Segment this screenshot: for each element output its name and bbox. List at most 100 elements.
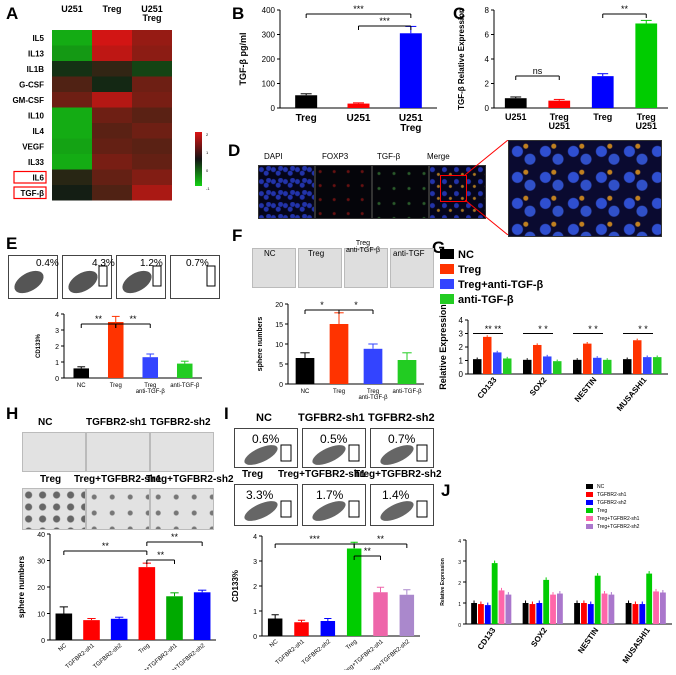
h-image-treg — [22, 488, 86, 530]
h-label-sh1: TGFBR2-sh1 — [86, 417, 147, 428]
legend-label-3: anti-TGF-β — [458, 294, 514, 306]
heatmap-scale-tick: 0 — [206, 168, 209, 173]
y-tick-label: 8 — [485, 6, 490, 15]
bar-5 — [399, 594, 415, 636]
h-image-nc — [22, 432, 86, 472]
y-tick-label: 20 — [37, 585, 45, 592]
i-label-nc: NC — [256, 412, 272, 424]
y-tick-label: 40 — [37, 532, 45, 539]
category-label-0: U251 — [505, 112, 527, 122]
heatmap-col-label-0: U251 — [61, 4, 83, 14]
y-axis-label: Relative Expression — [438, 304, 448, 390]
i-flow-treg-sh2 — [370, 484, 434, 526]
d-label-foxp3: FOXP3 — [322, 152, 349, 161]
h-image-sh1 — [86, 432, 150, 472]
legend-label-3: Treg — [597, 508, 607, 514]
bar-treg — [533, 344, 542, 374]
sig-label-0: *** — [309, 534, 320, 544]
chart-e-panel: 0 1 2 3 4 CD133% NC Treg Treg anti-TGF-β anti-TGF-… — [30, 308, 210, 400]
y-tick-label: 0 — [271, 104, 276, 113]
bar-tgfbr2-sh2 — [536, 603, 543, 624]
y-tick-label: 10 — [275, 342, 283, 349]
heatmap-row-label-0: IL5 — [32, 34, 44, 43]
y-tick-label: 5 — [279, 362, 283, 369]
d-zoom-box — [440, 175, 467, 202]
bar-tgfbr2-sh1 — [581, 603, 587, 624]
bar-2 — [591, 76, 614, 108]
sig-label-0: *** — [353, 4, 364, 14]
heatmap-cell — [52, 154, 92, 170]
panel-label-i: I — [224, 404, 229, 423]
panel-label-e: E — [6, 234, 18, 253]
bar-0 — [295, 358, 315, 384]
heatmap-cell — [92, 76, 132, 92]
heatmap-cell — [52, 92, 92, 108]
heatmap-cell — [92, 169, 132, 185]
flow-i-panel: NC TGFBR2-sh1 TGFBR2-sh2 0.6% 0.5% 0.7% … — [226, 412, 446, 530]
bar-treg-tgfbr2-sh1 — [653, 591, 659, 624]
bar-treg-tgfbr2-sh2 — [505, 594, 512, 624]
heatmap-row-label-9: IL6 — [32, 173, 44, 182]
chart-f-panel: 0 5 10 15 20 sphere numbers NC Treg Treg anti-TGF… — [252, 296, 432, 406]
bar-1 — [347, 103, 370, 108]
y-tick-label: 20 — [275, 302, 283, 309]
bar-tgfbr2-sh2 — [639, 604, 646, 624]
sig-label-2: * * — [588, 324, 598, 334]
f-image-nc — [252, 248, 296, 288]
i-label-treg-sh2: Treg+TGFBR2-sh2 — [354, 469, 442, 480]
bar-treg-tgfbr2-sh1 — [498, 590, 505, 624]
bar-tgfbr2-sh2 — [484, 605, 491, 624]
category-label-2-l0: Treg — [367, 389, 379, 395]
heatmap-cell — [132, 107, 172, 123]
heatmap-cell — [132, 76, 172, 92]
heatmap-row-label-2: IL1B — [27, 65, 45, 74]
f-image-treg-anti — [344, 248, 388, 288]
bar-0 — [295, 95, 318, 108]
i-pct-treg-sh1: 1.7% — [316, 488, 344, 502]
legend-swatch-4 — [586, 516, 593, 521]
bar-treg-tgfbr2-sh1 — [550, 594, 556, 624]
heatmap-panel: U251 Treg U251 Treg IL5 IL13 IL1B G-CSF GM-CSF IL… — [0, 0, 230, 215]
heatmap-cell — [132, 185, 172, 201]
bar-3 — [397, 360, 417, 384]
microscopy-d-panel: DAPI FOXP3 TGF-β Merge — [232, 140, 676, 237]
chart-g-panel: 0 1 2 3 4 Relative Expression CD133 ** ** SOX2 * … — [436, 246, 676, 413]
d-label-merge: Merge — [427, 152, 450, 161]
heatmap-row-label-4: GM-CSF — [12, 96, 44, 105]
i-flow-sh2 — [370, 428, 434, 468]
sig-label-1: ** — [157, 550, 165, 560]
heatmap-cell — [92, 154, 132, 170]
heatmap-cell — [132, 123, 172, 139]
y-tick-label: 4 — [55, 312, 59, 319]
heatmap-cell — [132, 30, 172, 46]
category-label-1: Treg — [333, 389, 345, 395]
y-tick-label: 3 — [55, 328, 59, 335]
heatmap-scale-bar — [195, 132, 202, 186]
bar-2 — [320, 621, 336, 636]
i-flow-nc — [234, 428, 298, 468]
category-label-1: U251 — [347, 113, 371, 124]
d-label-tgfb: TGF-β — [377, 152, 401, 161]
h-image-treg-sh1 — [86, 488, 150, 530]
y-tick-label: 30 — [37, 559, 45, 566]
bar-3 — [635, 23, 658, 109]
category-label-0: NC — [301, 389, 310, 395]
bar-3 — [346, 548, 362, 636]
bar-anti-tgf- — [503, 358, 512, 374]
heatmap-cell — [132, 138, 172, 154]
bar-nc — [523, 359, 532, 374]
sig-label-1: ** — [364, 546, 372, 556]
panel-label-j: J — [441, 481, 451, 500]
bar-treg — [594, 575, 601, 624]
legend-label-0: NC — [597, 484, 605, 490]
legend-label-5: Treg+TGFBR2-sh2 — [597, 524, 640, 530]
sig-label-0: ns — [533, 66, 543, 76]
y-tick-label: 0 — [485, 104, 490, 113]
bar-treg — [491, 563, 498, 624]
bar-nc — [471, 603, 477, 624]
bar-treg-tgfbr2-sh2 — [608, 594, 615, 624]
bar-3 — [138, 567, 156, 640]
